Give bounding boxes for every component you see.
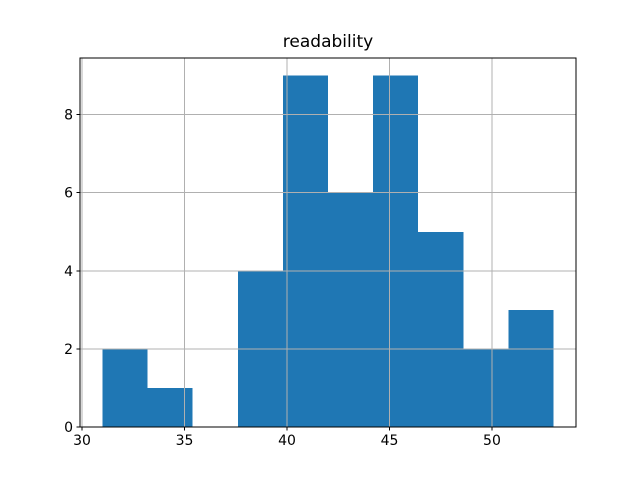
histogram-bar: [328, 192, 374, 427]
y-tick-label: 0: [64, 420, 73, 436]
histogram-bar: [463, 348, 509, 427]
x-tick-label: 50: [483, 433, 501, 449]
histogram-bar: [147, 387, 193, 427]
histogram-bar: [282, 75, 328, 428]
axes-spines: [79, 57, 577, 428]
histogram-bar: [102, 348, 148, 427]
histogram-bar: [418, 231, 464, 427]
axis-tick-labels: 30 35 40 45 50 0 2 4 6 8: [64, 108, 501, 449]
y-tick-label: 2: [64, 342, 73, 358]
histogram-bars: [102, 75, 554, 428]
histogram-bar: [508, 309, 554, 427]
chart-title: readability: [283, 32, 373, 52]
y-tick-label: 8: [64, 108, 73, 124]
x-tick-label: 40: [278, 433, 296, 449]
histogram-bar: [373, 75, 419, 428]
gridlines: [80, 58, 576, 427]
y-tick-label: 4: [64, 264, 73, 280]
x-tick-label: 30: [73, 433, 91, 449]
axis-ticks: [76, 114, 493, 431]
x-tick-label: 35: [176, 433, 194, 449]
plot-frame: [79, 57, 577, 428]
x-tick-label: 45: [381, 433, 399, 449]
y-tick-label: 6: [64, 186, 73, 202]
